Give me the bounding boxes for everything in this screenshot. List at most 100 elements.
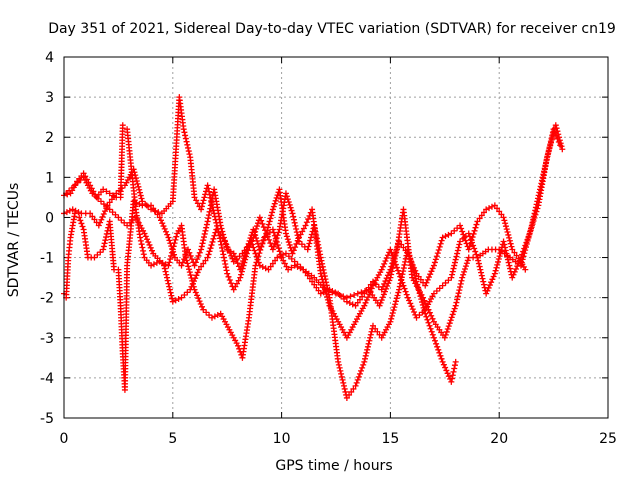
data-point (340, 379, 347, 386)
data-point (254, 220, 261, 227)
data-point (272, 257, 279, 264)
data-point (192, 289, 199, 296)
data-point (439, 234, 446, 241)
data-point (368, 328, 375, 335)
data-point (463, 260, 470, 267)
data-point (287, 204, 294, 211)
data-point (223, 267, 230, 274)
data-point (102, 237, 109, 244)
data-point (168, 252, 175, 259)
data-point (186, 249, 193, 256)
data-point (466, 243, 473, 250)
x-tick-label: 20 (490, 431, 508, 447)
data-point (450, 308, 457, 315)
data-point (506, 262, 513, 269)
data-point (293, 229, 300, 236)
data-point (379, 263, 386, 270)
data-point (478, 269, 485, 276)
data-point (185, 148, 192, 155)
data-point (404, 250, 411, 257)
data-point (267, 240, 274, 247)
data-point (546, 145, 553, 152)
data-point (416, 290, 423, 297)
data-point (250, 226, 257, 233)
data-point (432, 256, 439, 263)
data-point (470, 230, 477, 237)
data-point (319, 276, 326, 283)
data-point (474, 254, 481, 261)
data-point (249, 241, 256, 248)
data-point (462, 263, 469, 270)
data-point (100, 211, 107, 218)
data-point (437, 240, 444, 247)
data-point (184, 289, 191, 296)
data-point (472, 224, 479, 231)
data-point (364, 343, 371, 350)
data-point (137, 192, 144, 199)
data-point (465, 246, 472, 253)
data-point (437, 352, 444, 359)
data-point (396, 270, 403, 277)
data-point (346, 300, 353, 307)
data-point (366, 337, 373, 344)
data-point (269, 260, 276, 267)
data-point (378, 266, 385, 273)
data-point (395, 267, 402, 274)
data-point (183, 138, 190, 145)
data-point (189, 280, 196, 287)
data-point (299, 228, 306, 235)
data-point (202, 257, 209, 264)
data-point (500, 214, 507, 221)
data-point (203, 224, 210, 231)
data-point (418, 296, 425, 303)
data-point (445, 323, 452, 330)
data-point (475, 257, 482, 264)
data-point (130, 198, 137, 205)
data-point (277, 253, 284, 260)
data-point (235, 342, 242, 349)
data-point (419, 309, 426, 316)
data-point (204, 218, 211, 225)
data-point (118, 217, 125, 224)
data-point (400, 268, 407, 275)
data-point (165, 280, 172, 287)
data-point (364, 346, 371, 353)
data-point (362, 299, 369, 306)
data-point (412, 267, 419, 274)
data-point (355, 373, 362, 380)
data-point (382, 257, 389, 264)
data-point (254, 256, 261, 263)
data-point (519, 251, 526, 258)
data-point (150, 261, 157, 268)
data-point (292, 222, 299, 229)
data-point (206, 312, 213, 319)
data-point (274, 232, 281, 239)
data-point (456, 241, 463, 248)
data-point (411, 264, 418, 271)
data-point (200, 197, 207, 204)
data-point (444, 370, 451, 377)
data-point (450, 265, 457, 272)
data-point (100, 201, 107, 208)
data-point (280, 257, 287, 264)
plot-frame (63, 56, 609, 419)
data-point (467, 240, 474, 247)
data-point (252, 232, 259, 239)
data-point (162, 268, 169, 275)
data-point (486, 205, 493, 212)
data-point (209, 238, 216, 245)
data-point (506, 234, 513, 241)
data-point (221, 257, 228, 264)
data-point (259, 263, 266, 270)
data-point (415, 287, 422, 294)
data-point (547, 142, 554, 149)
data-point (217, 232, 224, 239)
data-point (284, 236, 291, 243)
data-point (335, 361, 342, 368)
data-point (488, 279, 495, 286)
data-point (398, 241, 405, 248)
data-point (287, 244, 294, 251)
data-point (359, 364, 366, 371)
data-point (263, 230, 270, 237)
data-point (195, 295, 202, 302)
